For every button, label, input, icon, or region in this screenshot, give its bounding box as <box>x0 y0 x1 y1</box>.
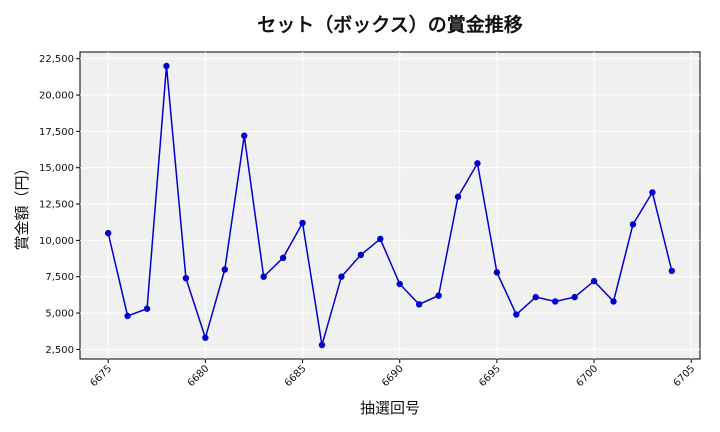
data-point <box>590 277 598 285</box>
data-point <box>474 160 481 167</box>
x-tick-label: 6690 <box>380 363 406 389</box>
data-point <box>221 266 228 273</box>
y-tick-label: 17,500 <box>39 127 74 138</box>
data-point <box>104 229 112 237</box>
y-tick-label: 5,000 <box>45 309 74 320</box>
x-tick-label: 6680 <box>186 363 212 389</box>
data-point <box>163 62 170 70</box>
data-point <box>182 274 190 282</box>
y-tick-label: 12,500 <box>39 200 74 211</box>
y-axis-ticks: 2,500 5,000 7,500 10,000 12,500 15,000 17,500 2… <box>39 54 80 356</box>
data-point <box>260 273 267 280</box>
x-tick-label: 6675 <box>89 363 115 389</box>
data-point <box>377 235 384 243</box>
y-tick-label: 2,500 <box>45 345 74 356</box>
x-tick-label: 6705 <box>672 363 698 389</box>
y-tick-label: 10,000 <box>39 236 74 247</box>
y-tick-label: 20,000 <box>39 91 74 102</box>
data-point <box>396 280 403 288</box>
data-point <box>124 312 131 320</box>
x-tick-label: 6700 <box>574 363 600 389</box>
data-point <box>143 305 151 312</box>
data-point <box>435 292 442 299</box>
data-point <box>629 221 637 228</box>
data-point <box>202 334 209 341</box>
data-point <box>415 301 423 308</box>
data-point <box>649 189 656 196</box>
data-point <box>279 254 287 262</box>
y-axis-label: 賞金額（円） <box>13 160 31 250</box>
series-layer <box>104 62 676 349</box>
chart-title: セット（ボックス）の賞金推移 <box>257 13 522 36</box>
x-axis-label: 抽選回号 <box>360 399 420 417</box>
x-axis-ticks: 6675 6680 6685 6690 6695 6700 6705 <box>89 359 698 389</box>
x-tick-label: 6685 <box>283 363 309 389</box>
data-point <box>299 219 306 227</box>
data-point <box>338 273 345 280</box>
y-tick-label: 15,000 <box>39 163 74 174</box>
data-point <box>493 269 501 276</box>
y-tick-label: 7,500 <box>45 272 74 283</box>
data-point <box>571 293 578 301</box>
series-line <box>107 65 673 346</box>
data-point <box>668 267 676 275</box>
x-tick-label: 6695 <box>477 363 503 389</box>
data-point <box>513 311 520 318</box>
data-point <box>241 132 248 139</box>
data-point <box>357 251 365 259</box>
data-point <box>552 298 559 305</box>
y-tick-label: 22,500 <box>39 54 74 65</box>
plot-area <box>79 51 701 360</box>
data-point <box>454 193 462 200</box>
data-point <box>318 341 326 349</box>
data-point <box>532 293 539 301</box>
data-point <box>610 298 617 305</box>
